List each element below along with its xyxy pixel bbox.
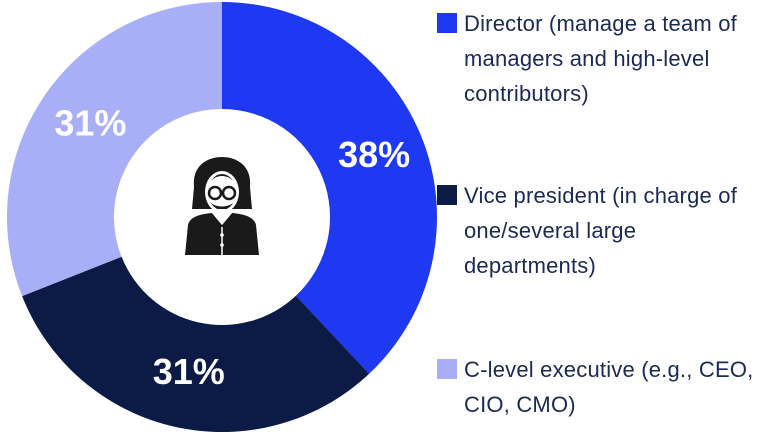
data-label: 31%	[54, 103, 126, 144]
person-icon	[185, 157, 259, 255]
legend-item: Director (manage a team of managers and …	[437, 6, 767, 111]
legend-label: C-level executive (e.g., CEO, CIO, CMO)	[464, 357, 754, 417]
legend-swatch	[437, 185, 457, 205]
legend-item: Vice president (in charge of one/several…	[437, 178, 767, 283]
legend-item: C-level executive (e.g., CEO, CIO, CMO)	[437, 352, 767, 422]
legend-label: Vice president (in charge of one/several…	[464, 183, 738, 278]
data-label: 38%	[338, 134, 410, 175]
donut-slice	[6, 2, 222, 297]
legend-swatch	[437, 359, 457, 379]
donut-plot: 38% 31% 31%	[6, 2, 437, 432]
data-label: 31%	[153, 351, 225, 392]
donut-slice	[22, 256, 370, 432]
legend-swatch	[437, 13, 457, 33]
donut-slice	[222, 2, 437, 374]
legend-label: Director (manage a team of managers and …	[464, 11, 737, 106]
